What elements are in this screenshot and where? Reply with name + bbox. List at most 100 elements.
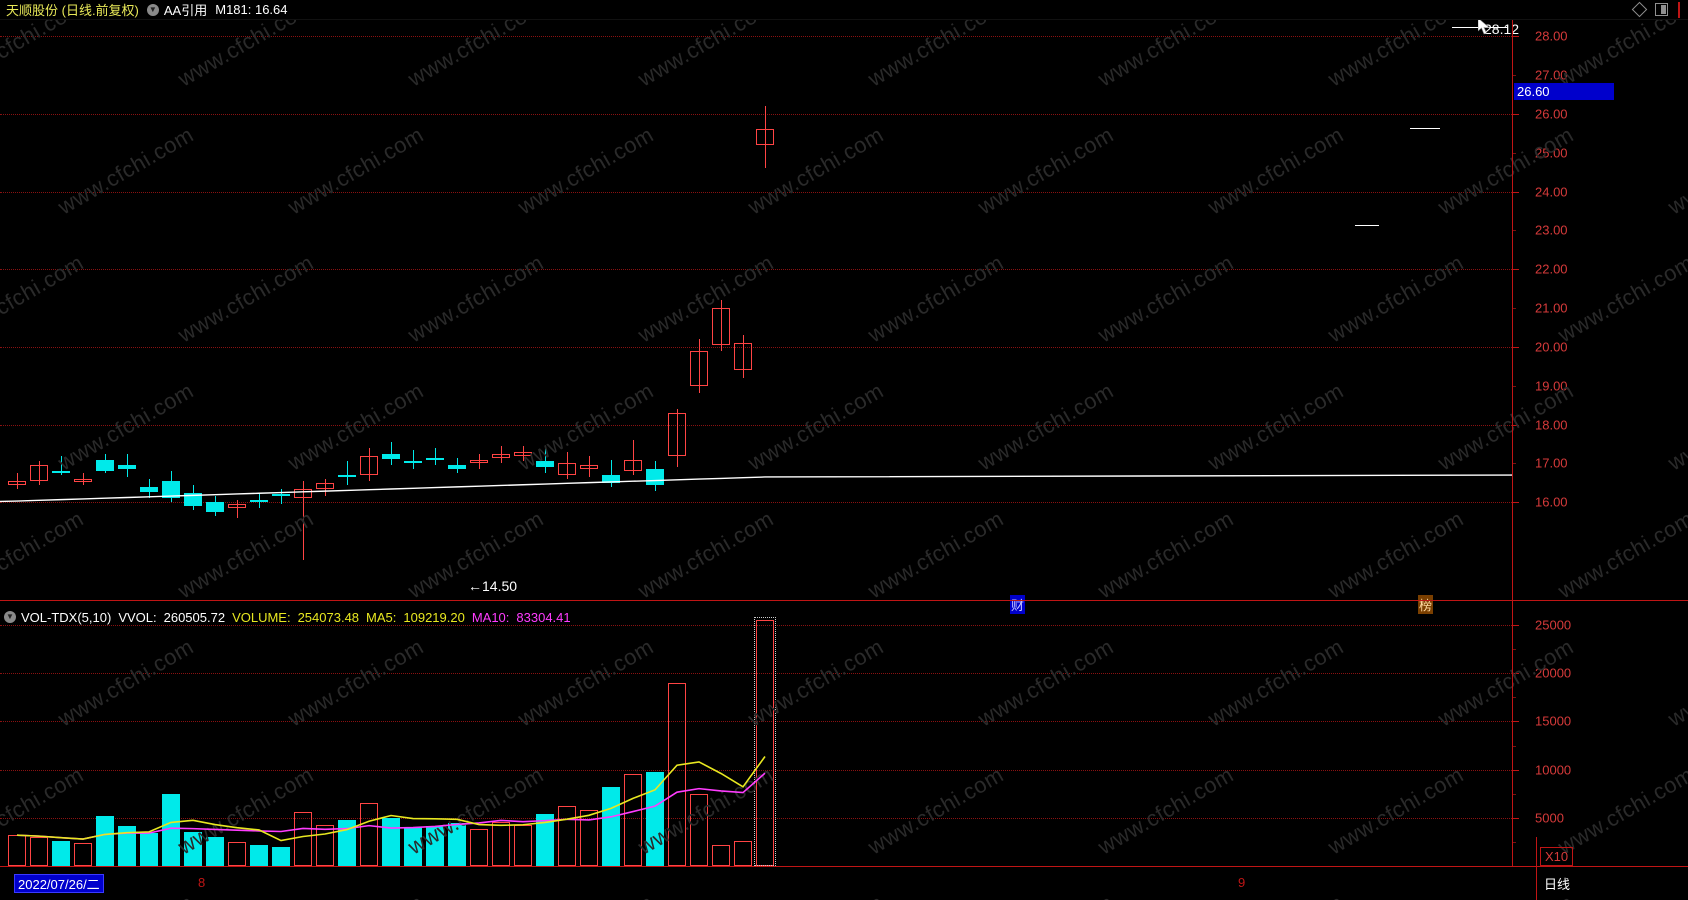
price-axis-label: 28.00 bbox=[1535, 28, 1568, 44]
candle-body bbox=[272, 494, 290, 497]
candle-body bbox=[338, 475, 356, 478]
volume-chart-pane[interactable] bbox=[0, 601, 1512, 866]
price-axis-tick bbox=[1513, 463, 1516, 465]
symbol-title[interactable]: 天顺股份 (日线.前复权) bbox=[6, 3, 139, 18]
candle-wick bbox=[523, 445, 524, 462]
vvol-label: VVOL: bbox=[118, 609, 157, 625]
candle-wick bbox=[479, 453, 480, 470]
volume-axis-tick bbox=[1513, 769, 1519, 771]
price-axis-label: 25.00 bbox=[1535, 145, 1568, 161]
volume-collapse-icon[interactable]: ▼ bbox=[4, 611, 16, 623]
volume-bar bbox=[74, 842, 92, 866]
volume-indicator-name[interactable]: VOL-TDX(5,10) bbox=[21, 609, 112, 625]
price-axis[interactable]: 28.00 27.00 26.00 25.00 24.00 23.00 22.00 21.00… bbox=[1512, 20, 1688, 562]
price-chart-pane[interactable] bbox=[0, 20, 1513, 562]
volume-axis-minitick bbox=[1513, 745, 1516, 747]
candle-body bbox=[448, 465, 466, 470]
candle-wick bbox=[17, 473, 18, 489]
volume-axis-label: 5000 bbox=[1535, 810, 1564, 826]
candle-wick bbox=[237, 500, 238, 518]
price-gridline bbox=[0, 424, 1512, 426]
chart-marker[interactable]: 榜 bbox=[1418, 595, 1434, 614]
volume-bar bbox=[580, 810, 598, 866]
volume-axis-tick bbox=[1513, 817, 1519, 819]
candle-wick bbox=[303, 480, 304, 561]
volume-axis-minitick bbox=[1513, 841, 1516, 843]
volume-bar bbox=[184, 832, 202, 866]
volume-bar bbox=[690, 793, 708, 866]
volume-indicator-header: ▼ VOL-TDX(5,10) VVOL: 260505.72 VOLUME: … bbox=[0, 608, 578, 626]
candle-body bbox=[8, 480, 26, 485]
candle-wick bbox=[611, 459, 612, 487]
candle-wick bbox=[699, 339, 700, 394]
candle-body bbox=[162, 480, 180, 499]
candle-wick bbox=[369, 447, 370, 481]
volume-axis-label: 15000 bbox=[1535, 713, 1572, 729]
volume-bar bbox=[52, 840, 70, 866]
diamond-icon[interactable] bbox=[1631, 1, 1648, 18]
candle-wick bbox=[347, 461, 348, 485]
price-axis-tick bbox=[1513, 191, 1519, 193]
price-axis-label: 16.00 bbox=[1535, 494, 1568, 510]
drawn-line-segment[interactable] bbox=[1410, 128, 1440, 129]
volume-bar bbox=[272, 846, 290, 866]
ma10-label: MA10: bbox=[471, 609, 510, 625]
price-axis-tick bbox=[1513, 346, 1519, 348]
volume-axis-tick bbox=[1513, 625, 1519, 627]
ma10-line bbox=[16, 772, 766, 840]
x-axis-tick-8: 8 bbox=[198, 875, 206, 890]
candle-body bbox=[690, 350, 708, 386]
ma5-value: 109219.20 bbox=[403, 609, 465, 625]
candle-wick bbox=[83, 473, 84, 485]
indicator-name-label[interactable]: AA引用 bbox=[163, 3, 208, 18]
candle-body bbox=[96, 459, 114, 472]
candle-body bbox=[52, 471, 70, 474]
price-axis-label: 17.00 bbox=[1535, 455, 1568, 471]
candle-body bbox=[536, 461, 554, 468]
price-axis-tick bbox=[1513, 502, 1519, 504]
cursor-price-badge: 26.60 bbox=[1514, 82, 1614, 100]
candle-body bbox=[316, 482, 334, 489]
price-gridline bbox=[0, 346, 1512, 348]
price-gridline bbox=[0, 269, 1512, 271]
volume-multiplier-badge: X10 bbox=[1540, 847, 1574, 866]
candle-wick bbox=[391, 442, 392, 466]
volume-bar bbox=[118, 826, 136, 866]
candle-wick bbox=[457, 457, 458, 474]
panel-toggle-icon[interactable] bbox=[1655, 3, 1668, 16]
candle-wick bbox=[567, 451, 568, 479]
candle-body bbox=[74, 478, 92, 482]
volume-bar bbox=[624, 774, 642, 866]
volume-bar bbox=[492, 821, 510, 866]
candle-wick bbox=[435, 447, 436, 466]
volume-bar bbox=[294, 812, 312, 866]
candle-body bbox=[470, 459, 488, 464]
candle-wick bbox=[589, 455, 590, 477]
candle-wick bbox=[39, 461, 40, 485]
titlebar: 天顺股份 (日线.前复权) ▼ AA引用 M181: 16.64 bbox=[0, 0, 1688, 20]
candle-wick bbox=[259, 492, 260, 509]
price-gridline bbox=[0, 36, 1512, 38]
candle-body bbox=[668, 412, 686, 456]
price-axis-label: 18.00 bbox=[1535, 417, 1568, 433]
period-label[interactable]: 日线 bbox=[1544, 876, 1571, 892]
price-axis-label: 21.00 bbox=[1535, 300, 1568, 316]
volume-bar bbox=[228, 841, 246, 866]
ma-readout-label: M181: 16.64 bbox=[215, 2, 288, 17]
volume-axis-label: 10000 bbox=[1535, 762, 1572, 778]
chevron-down-icon[interactable]: ▼ bbox=[146, 3, 159, 16]
mouse-cursor bbox=[1477, 17, 1492, 41]
candle-wick bbox=[545, 445, 546, 474]
volume-bar-highlight bbox=[754, 617, 776, 866]
volume-value: 254073.48 bbox=[297, 609, 360, 625]
price-axis-tick bbox=[1513, 308, 1516, 310]
price-axis-tick bbox=[1513, 75, 1516, 77]
chart-marker[interactable]: 财 bbox=[1010, 595, 1026, 614]
price-axis-tick bbox=[1513, 385, 1516, 387]
axis-separator bbox=[1512, 20, 1513, 866]
price-axis-label: 26.00 bbox=[1535, 106, 1568, 122]
volume-axis[interactable]: 25000 20000 15000 10000 5000 bbox=[1512, 601, 1688, 866]
drawn-line-segment[interactable] bbox=[1355, 225, 1379, 226]
price-axis-label: 22.00 bbox=[1535, 261, 1568, 277]
